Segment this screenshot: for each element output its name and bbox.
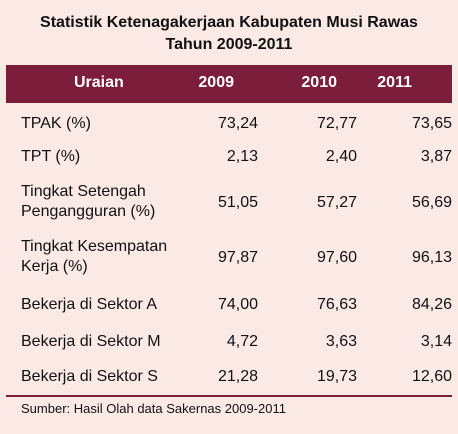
table-title: Statistik Ketenagakerjaan Kabupaten Musi… (0, 12, 458, 56)
title-line-1: Statistik Ketenagakerjaan Kabupaten Musi… (40, 14, 418, 31)
row-label: Bekerja di Sektor A (21, 296, 158, 313)
source-note: Sumber: Hasil Olah data Sakernas 2009-20… (21, 401, 286, 416)
header-year-2010: 2010 (301, 74, 337, 91)
title-line-2: Tahun 2009-2011 (165, 36, 293, 53)
cell-value: 2,13 (226, 148, 258, 165)
cell-value: 97,87 (217, 249, 258, 266)
cell-value: 3,63 (325, 333, 357, 350)
row-label: TPT (%) (21, 148, 81, 165)
header-year-2011: 2011 (377, 74, 412, 91)
row-label: Bekerja di Sektor M (21, 333, 161, 350)
cell-value: 4,72 (226, 333, 258, 350)
cell-value: 74,00 (217, 296, 258, 313)
cell-value: 2,40 (325, 148, 357, 165)
cell-value: 19,73 (316, 368, 357, 385)
cell-value: 76,63 (316, 296, 357, 313)
cell-value: 57,27 (316, 194, 357, 211)
cell-value: 21,28 (217, 368, 258, 385)
cell-value: 72,77 (316, 115, 357, 132)
table-header: Uraian 2009 2010 2011 (6, 65, 452, 103)
row-label: Tingkat Kesempatan Kerja (%) (21, 238, 168, 275)
cell-value: 97,60 (316, 249, 357, 266)
cell-value: 3,87 (420, 148, 452, 165)
cell-value: 73,24 (217, 115, 258, 132)
cell-value: 51,05 (217, 194, 258, 211)
cell-value: 3,14 (420, 333, 452, 350)
cell-value: 12,60 (411, 368, 452, 385)
cell-value: 73,65 (411, 115, 452, 132)
header-year-2009: 2009 (198, 74, 234, 91)
header-label: Uraian (74, 74, 124, 91)
row-label: Bekerja di Sektor S (21, 368, 158, 385)
cell-value: 56,69 (411, 194, 452, 211)
cell-value: 96,13 (411, 249, 452, 266)
bottom-rule (6, 395, 452, 397)
cell-value: 84,26 (411, 296, 452, 313)
row-label: TPAK (%) (21, 115, 91, 132)
row-label: Tingkat Setengah Pengangguran (%) (21, 183, 156, 220)
